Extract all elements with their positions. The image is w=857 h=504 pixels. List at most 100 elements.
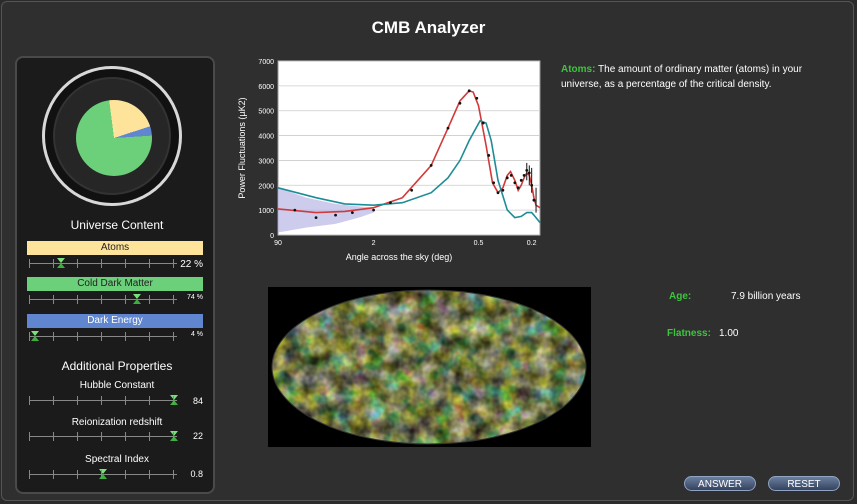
data-point [532,198,536,202]
slider-tick [173,259,174,268]
slider-tick [29,259,30,268]
additional-properties-heading: Additional Properties [61,359,173,373]
y-tick-label: 3000 [258,158,274,165]
atoms-label-bar: Atoms [27,241,203,255]
slider-tick [53,295,54,304]
data-point [475,96,479,100]
slider-tick [125,295,126,304]
data-point [519,178,523,182]
slider-tick [53,259,54,268]
data-point [334,213,337,217]
slider-tick [149,432,150,441]
spectral-slider-thumb[interactable] [99,469,107,479]
x-tick-label: 2 [372,240,376,247]
x-tick-label: 0.2 [527,240,537,247]
slider-tick [173,332,174,341]
age-label: Age: [669,291,692,302]
dark-energy-label-bar: Dark Energy [27,314,203,328]
slider-tick [149,259,150,268]
power-spectrum-chart: 0 1000 2000 3000 4000 5000 6000 7000 90 2 0.5 0.2 An… [233,54,545,266]
data-point [492,181,496,185]
cdm-label-bar: Cold Dark Matter [27,277,203,291]
data-point [487,154,491,157]
data-point [314,216,318,220]
data-point [410,188,414,192]
universe-pie-chart [76,100,152,176]
x-axis-label: Angle across the sky (deg) [346,252,453,262]
cmb-map-svg [271,289,587,445]
slider-tick [53,432,54,441]
x-tick-label: 0.5 [474,240,484,247]
y-tick-label: 1000 [258,208,274,215]
y-tick-label: 4000 [258,134,274,141]
slider-tick [101,332,102,341]
error-band [278,187,374,233]
cdm-slider[interactable] [29,294,177,304]
hubble-constant-slider[interactable] [29,395,178,405]
atoms-value: 22 % [180,259,203,270]
slider-tick [149,470,150,479]
slider-tick [101,396,102,405]
slider-tick [77,332,78,341]
cdm-slider-thumb[interactable] [133,294,141,304]
flatness-label: Flatness: [667,328,711,339]
y-tick-label: 2000 [258,183,274,190]
slider-tick [77,259,78,268]
slider-tick [77,295,78,304]
spectral-index-label: Spectral Index [85,454,149,465]
cdm-value: 74 % [187,294,203,301]
slider-tick [53,470,54,479]
y-tick-label: 7000 [258,59,274,66]
atoms-slider[interactable] [29,258,177,268]
cmb-sky-map [268,287,591,447]
power-spectrum-svg: 0 1000 2000 3000 4000 5000 6000 7000 90 2 0.5 0.2 An… [237,59,541,262]
slider-tick [125,259,126,268]
dark-energy-value: 4 % [190,331,203,338]
slider-tick [101,295,102,304]
data-point [505,176,509,180]
slider-tick [77,432,78,441]
data-point [496,191,500,195]
atoms-slider-thumb[interactable] [57,258,65,268]
age-value: 7.9 billion years [731,291,801,302]
answer-button[interactable]: ANSWER [684,476,756,491]
slider-tick [29,295,30,304]
hubble-constant-label: Hubble Constant [79,380,155,391]
data-point [429,164,433,167]
slider-tick [101,470,102,479]
data-point [513,181,517,185]
universe-panel: Universe Content Atoms 22 % Cold Dark Ma… [15,56,215,494]
data-point [481,121,485,125]
data-point [516,186,520,190]
dark-energy-slider-thumb[interactable] [31,331,39,341]
slider-tick [125,332,126,341]
app-title: CMB Analyzer [371,18,486,37]
slider-tick [29,470,30,479]
data-point [293,208,297,212]
slider-tick [125,470,126,479]
description-term: Atoms: [561,64,596,75]
y-axis-label: Power Fluctuations (µK2) [237,97,247,198]
x-tick-label: 90 [274,240,282,247]
slider-tick [101,432,102,441]
hubble-slider-thumb[interactable] [170,395,178,405]
slider-tick [77,470,78,479]
reset-button[interactable]: RESET [768,476,840,491]
data-point [446,126,450,130]
reionization-slider[interactable] [29,431,178,441]
dark-energy-slider[interactable] [29,331,177,341]
slider-tick [101,259,102,268]
spectral-index-slider[interactable] [29,469,177,479]
hubble-constant-value: 84 [192,396,203,406]
y-tick-label: 0 [270,233,274,240]
flatness-value: 1.00 [719,328,739,339]
slider-tick [149,295,150,304]
slider-tick [173,432,174,441]
data-point [467,89,471,93]
description-text: The amount of ordinary matter (atoms) in… [561,64,803,90]
slider-tick [149,332,150,341]
y-tick-label: 6000 [258,84,274,91]
slider-tick [29,396,30,405]
universe-content-heading: Universe Content [70,218,164,232]
reionization-slider-thumb[interactable] [170,431,178,441]
